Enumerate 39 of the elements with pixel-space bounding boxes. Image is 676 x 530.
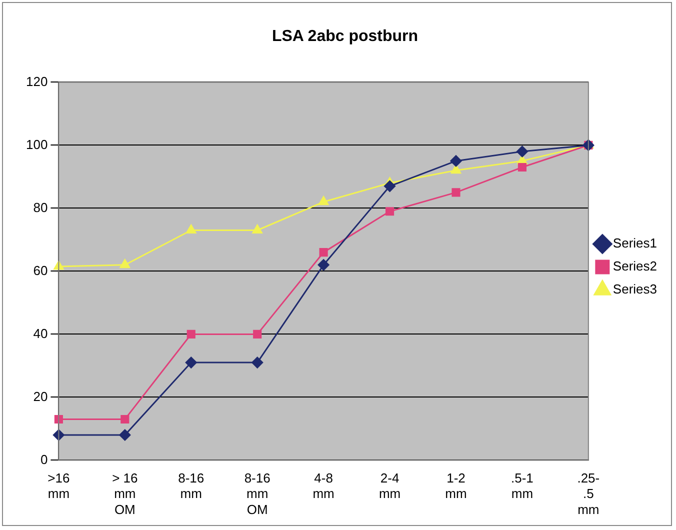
x-tick-label: .25- .5 mm: [577, 470, 600, 517]
point: [450, 155, 462, 167]
point: [185, 356, 197, 368]
x-tick-label: >16 mm: [48, 470, 70, 502]
point: [253, 330, 262, 338]
y-tick-label: 40: [33, 326, 48, 341]
point: [384, 180, 396, 192]
point: [186, 224, 196, 234]
point: [518, 162, 526, 172]
point: [186, 330, 196, 338]
y-tick-label: 60: [33, 262, 48, 278]
y-tick-label: 120: [26, 74, 48, 89]
y-tick-label: 100: [26, 136, 48, 152]
point: [452, 188, 460, 197]
x-tick-label: 8-16 mm: [178, 470, 204, 502]
x-tick-label: 1-2 mm: [445, 470, 467, 502]
y-tick-label: 0: [40, 452, 48, 467]
y-tick-label: 80: [33, 200, 48, 215]
x-tick-label: > 16 mm OM: [112, 470, 138, 517]
chart-title: LSA 2abc postburn: [272, 28, 418, 46]
x-tick-label: 2-4 mm: [378, 470, 401, 502]
point: [119, 429, 131, 441]
y-tick-label: 20: [33, 388, 48, 404]
point: [516, 146, 528, 158]
point: [318, 196, 329, 206]
point: [120, 414, 130, 424]
point: [318, 259, 330, 271]
x-tick-label: .5-1 mm: [511, 470, 534, 502]
x-tick-label: 4-8 mm: [312, 470, 334, 502]
point: [252, 356, 264, 368]
point: [385, 207, 394, 216]
point: [319, 248, 328, 257]
point: [120, 259, 130, 268]
point: [252, 224, 262, 234]
point: [450, 164, 462, 174]
legend-label: Series2: [612, 258, 657, 274]
legend-label: Series3: [612, 282, 657, 297]
x-tick-label: 8-16 mm OM: [244, 470, 270, 517]
legend-label: Series1: [612, 236, 657, 251]
